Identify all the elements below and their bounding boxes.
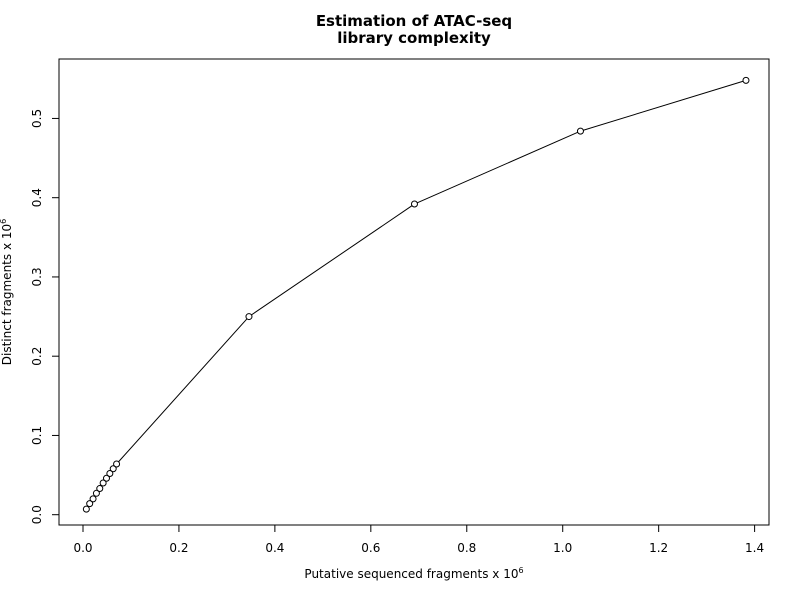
x-tick-label: 0.2 bbox=[169, 541, 188, 555]
x-axis-label-exponent: 6 bbox=[518, 566, 523, 575]
series-complexity-curve bbox=[82, 76, 750, 513]
chart-title-line-2: library complexity bbox=[337, 29, 491, 47]
data-point bbox=[109, 465, 117, 473]
series-line-segment bbox=[118, 318, 248, 463]
x-tick-label: 1.4 bbox=[745, 541, 764, 555]
data-point bbox=[742, 76, 750, 84]
series-line-segment bbox=[583, 80, 744, 131]
x-axis-label-text: Putative sequenced fragments x 10 bbox=[304, 567, 518, 581]
data-point bbox=[102, 474, 110, 482]
x-tick-label: 0.8 bbox=[457, 541, 476, 555]
y-axis-label-text: Distinct fragments x 10 bbox=[0, 224, 14, 365]
data-point bbox=[106, 469, 114, 477]
data-point bbox=[89, 495, 97, 503]
data-point bbox=[92, 489, 100, 497]
x-tick-label: 1.0 bbox=[553, 541, 572, 555]
x-tick-label: 0.4 bbox=[265, 541, 284, 555]
y-axis-label-exponent: 6 bbox=[0, 219, 8, 224]
x-axis-label: Putative sequenced fragments x 106 bbox=[304, 566, 523, 581]
y-tick-label: 0.2 bbox=[30, 347, 44, 366]
data-point bbox=[99, 479, 107, 487]
y-axis-label: Distinct fragments x 106 bbox=[0, 219, 14, 365]
series-line-segment bbox=[417, 131, 578, 204]
y-tick-label: 0.1 bbox=[30, 426, 44, 445]
data-point bbox=[576, 127, 584, 135]
y-tick-label: 0.5 bbox=[30, 109, 44, 128]
data-point bbox=[86, 500, 94, 508]
y-tick-label: 0.3 bbox=[30, 267, 44, 286]
data-point bbox=[410, 200, 418, 208]
data-point bbox=[82, 505, 90, 513]
data-point bbox=[113, 460, 121, 468]
y-axis: 0.0 0.1 0.2 0.3 0.4 0.5 bbox=[30, 109, 60, 524]
series-line-segment bbox=[251, 205, 413, 316]
y-tick-label: 0.4 bbox=[30, 188, 44, 207]
plot-area-frame bbox=[58, 58, 770, 526]
x-axis: 0.0 0.2 0.4 0.6 0.8 1.0 1.2 1.4 bbox=[73, 524, 764, 555]
data-point bbox=[96, 485, 104, 493]
x-tick-label: 0.6 bbox=[361, 541, 380, 555]
chart-title-line-1: Estimation of ATAC-seq bbox=[316, 12, 512, 30]
y-tick-label: 0.0 bbox=[30, 505, 44, 524]
x-tick-label: 1.2 bbox=[649, 541, 668, 555]
data-point bbox=[245, 313, 253, 321]
x-tick-label: 0.0 bbox=[73, 541, 92, 555]
